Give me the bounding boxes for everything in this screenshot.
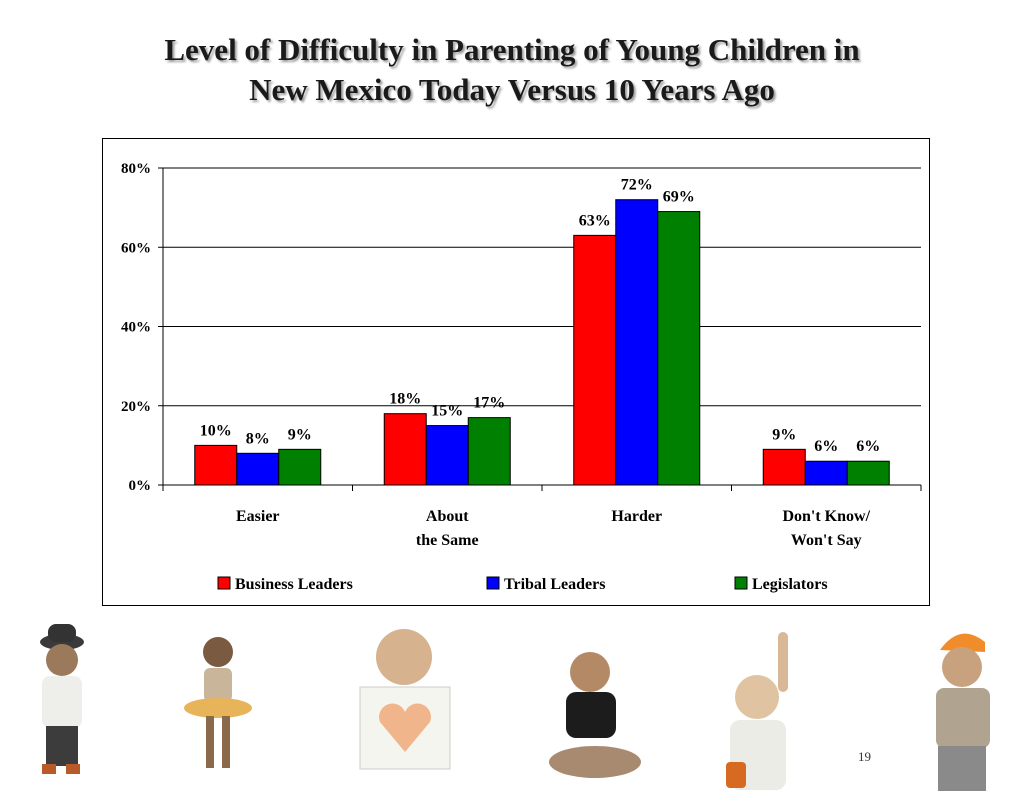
children-photo-strip [40, 624, 990, 791]
bar-chart: 0% 20% 40% 60% 80% 10% 8% 9% Easier 18% 15% 17% Abou… [121, 161, 922, 593]
slide-title: Level of Difficulty in Parenting of Youn… [0, 30, 1024, 110]
y-tick-label: 40% [121, 320, 151, 336]
data-label: 63% [579, 212, 611, 229]
page-number: 19 [858, 749, 871, 764]
child-bowler-hat-photo [40, 624, 84, 774]
bar [383, 413, 427, 486]
x-tick-label: Easier [236, 508, 280, 525]
x-tick-label: Don't Know/ [782, 508, 870, 525]
child-flower-skirt-photo [184, 637, 252, 768]
bar [194, 444, 238, 486]
data-label: 18% [389, 391, 421, 408]
y-tick-label: 20% [121, 399, 151, 415]
legend-swatch [486, 576, 500, 590]
bar [236, 452, 280, 486]
data-label: 6% [814, 438, 838, 455]
child-orange-cap-photo [936, 633, 990, 791]
bar [762, 448, 806, 486]
title-line-2: New Mexico Today Versus 10 Years Ago [249, 72, 775, 107]
data-label: 8% [246, 430, 270, 447]
legend-label: Legislators [752, 576, 828, 593]
child-arm-raised-photo [726, 632, 788, 790]
data-label: 10% [200, 422, 232, 439]
y-tick-label: 80% [121, 161, 151, 177]
x-tick-label: the Same [416, 532, 479, 549]
legend-label: Business Leaders [235, 576, 353, 593]
legend-label: Tribal Leaders [504, 576, 605, 593]
legend-swatch [217, 576, 231, 590]
data-label: 72% [621, 177, 653, 194]
data-label: 9% [288, 426, 312, 443]
data-label: 15% [431, 403, 463, 420]
bar [425, 425, 469, 486]
legend-swatch [734, 576, 748, 590]
x-tick-label: Harder [611, 508, 662, 525]
chart-frame: 0% 20% 40% 60% 80% 10% 8% 9% Easier 18% 15% 17% Abou… [102, 138, 930, 606]
data-label: 17% [473, 395, 505, 412]
bar [573, 234, 617, 486]
child-heart-drawing-photo [359, 629, 451, 770]
y-tick-label: 0% [129, 478, 152, 494]
data-label: 9% [772, 426, 796, 443]
data-label: 6% [856, 438, 880, 455]
bar [846, 460, 890, 486]
bar [467, 417, 511, 486]
x-tick-label: About [426, 508, 469, 525]
x-tick-label: Won't Say [791, 532, 862, 549]
bar [657, 211, 701, 486]
bar [615, 199, 659, 486]
title-line-1: Level of Difficulty in Parenting of Youn… [164, 32, 860, 67]
bar [804, 460, 848, 486]
child-sitting-photo [549, 652, 641, 778]
bar [278, 448, 322, 486]
data-label: 69% [663, 189, 695, 206]
y-tick-label: 60% [121, 240, 151, 256]
